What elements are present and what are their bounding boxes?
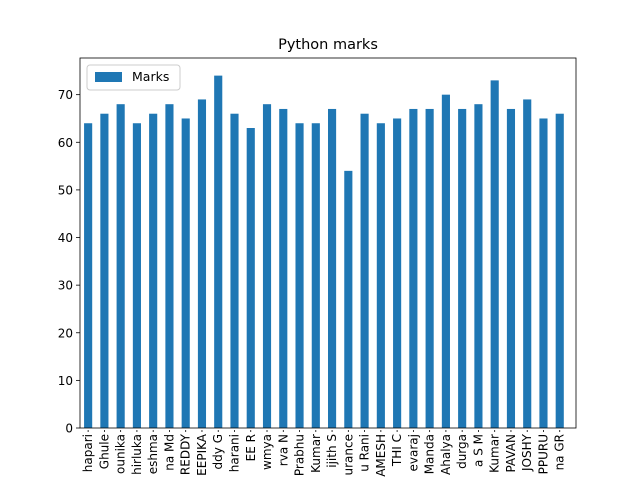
bar-14 <box>295 123 304 429</box>
bar-15 <box>311 123 320 429</box>
bar-19 <box>376 123 385 429</box>
y-tick-label-0: 0 <box>65 422 73 436</box>
legend-label: Marks <box>132 69 169 84</box>
x-tick-label-19: AMESH <box>374 434 388 477</box>
x-tick-label-21: evaraj <box>406 434 420 471</box>
bar-21 <box>409 108 418 428</box>
x-tick-label-30: na GR <box>553 434 567 470</box>
bar-3 <box>116 104 125 428</box>
y-tick-label-20: 20 <box>58 326 73 340</box>
bar-27 <box>506 108 516 428</box>
legend-box <box>86 64 181 91</box>
x-tick-label-8: EEPIKA <box>195 433 209 476</box>
x-tick-label-5: eshma <box>146 434 160 474</box>
x-tick-label-11: EE R <box>244 434 258 461</box>
bar-16 <box>328 108 337 428</box>
x-axis: hapari Ghule ounika hirluka eshma na Md REDDY E… <box>81 430 567 477</box>
bar-1 <box>84 123 93 429</box>
x-tick-label-26: Kumar <box>488 434 502 473</box>
bars-group <box>84 75 564 429</box>
bar-12 <box>262 104 272 428</box>
plot-frame <box>79 57 577 429</box>
x-tick-label-2: Ghule <box>97 434 111 469</box>
bar-6 <box>165 104 174 428</box>
x-tick-label-28: JOSHY <box>520 433 534 472</box>
bar-30 <box>555 113 564 429</box>
x-tick-label-16: ijith S <box>325 434 339 468</box>
x-tick-label-12: wmya <box>260 434 274 470</box>
legend: Marks <box>86 64 181 91</box>
bar-2 <box>100 113 109 429</box>
x-tick-label-15: Kumar <box>309 434 323 473</box>
x-tick-label-4: hirluka <box>130 434 144 475</box>
bar-5 <box>149 113 158 429</box>
x-tick-label-14: Prabhu <box>293 434 307 476</box>
y-tick-label-40: 40 <box>58 231 73 245</box>
bar-20 <box>393 118 402 428</box>
bar-18 <box>360 113 369 429</box>
bar-9 <box>214 75 223 429</box>
y-tick-label-10: 10 <box>58 374 73 388</box>
bar-8 <box>197 99 207 429</box>
y-tick-label-60: 60 <box>58 136 73 150</box>
x-tick-label-17: urance <box>341 434 355 475</box>
x-tick-label-13: rva N <box>276 434 290 466</box>
y-tick-label-70: 70 <box>58 88 73 102</box>
x-tick-label-10: harani <box>227 434 241 472</box>
x-tick-label-22: Manda <box>423 434 437 474</box>
bar-25 <box>474 104 483 428</box>
x-tick-label-1: hapari <box>81 434 95 472</box>
y-axis: 0 10 20 30 40 50 60 70 <box>58 88 80 436</box>
bar-26 <box>490 80 499 428</box>
bar-29 <box>539 118 548 428</box>
x-tick-label-27: PAVAN <box>504 434 518 473</box>
bar-4 <box>132 123 141 429</box>
x-tick-label-9: ddy G <box>211 434 225 469</box>
x-tick-label-23: Ahalya <box>439 434 453 475</box>
x-tick-label-18: u Rani <box>358 434 372 472</box>
x-tick-label-3: ounika <box>114 434 128 474</box>
bar-23 <box>441 94 450 429</box>
x-tick-label-7: REDDY <box>179 433 193 475</box>
bar-11 <box>246 128 255 428</box>
bar-7 <box>181 118 190 428</box>
y-tick-label-30: 30 <box>58 279 73 293</box>
legend-swatch <box>95 72 122 82</box>
bar-28 <box>523 99 532 429</box>
x-tick-label-6: na Md <box>162 434 176 471</box>
x-tick-label-29: PPURU <box>536 434 550 474</box>
bar-10 <box>230 113 239 429</box>
y-tick-label-50: 50 <box>58 183 73 197</box>
bar-17 <box>344 170 353 429</box>
chart-title: Python marks <box>278 37 378 53</box>
bar-13 <box>279 108 288 428</box>
bar-24 <box>458 108 467 428</box>
x-tick-label-24: durga <box>455 434 469 469</box>
x-tick-label-20: THI C <box>390 434 404 467</box>
bar-22 <box>425 108 434 428</box>
x-tick-label-25: a S M <box>471 434 485 467</box>
